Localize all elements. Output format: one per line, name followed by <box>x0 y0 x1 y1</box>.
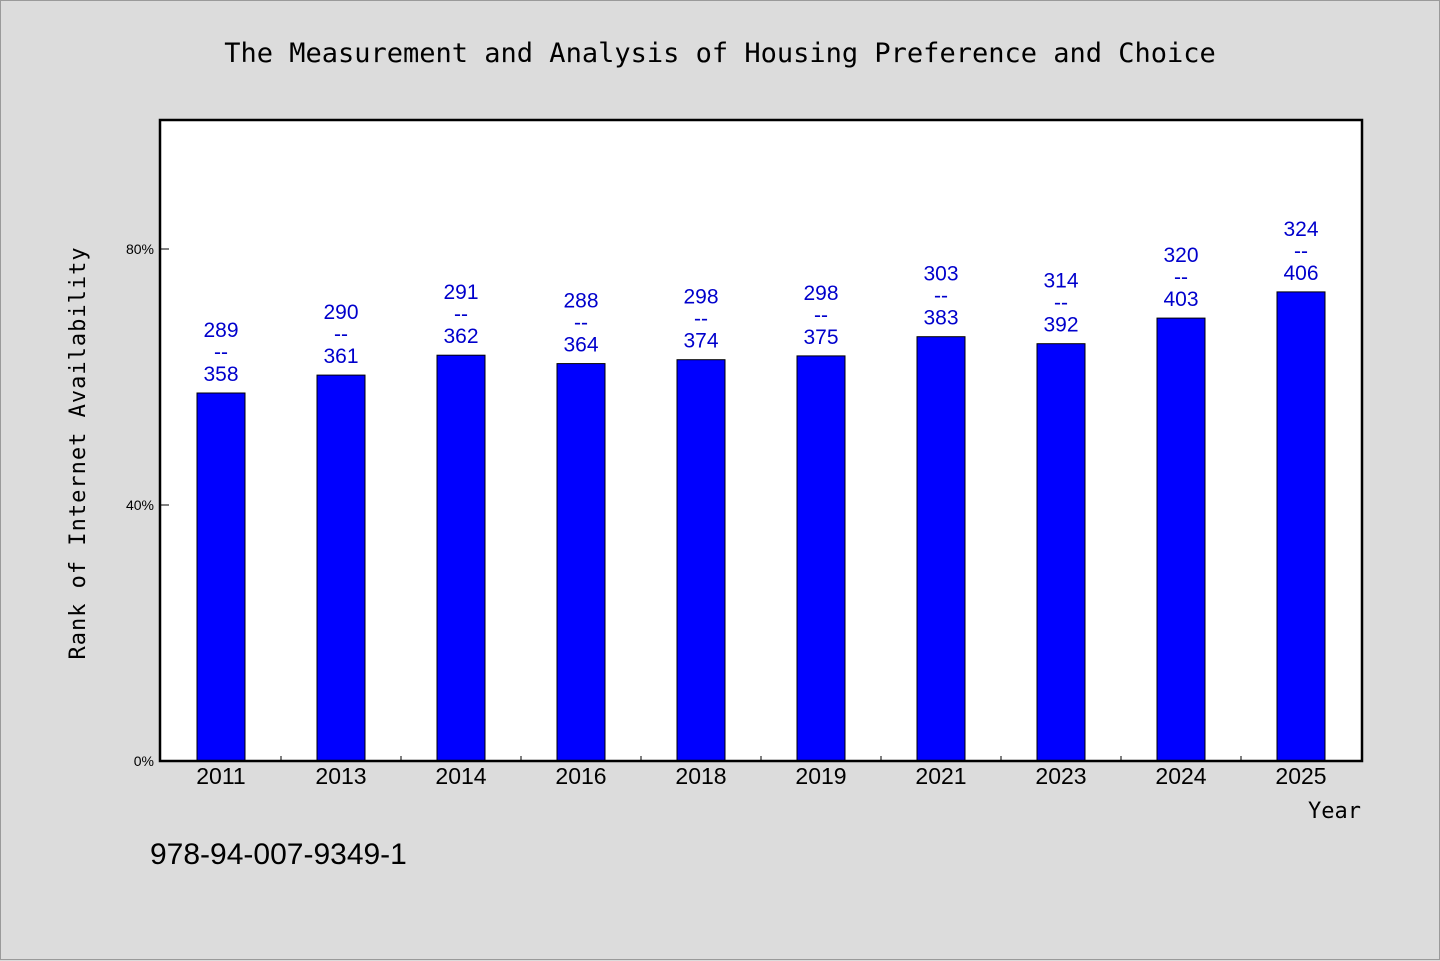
data-label-line: 383 <box>923 307 958 330</box>
bar-2025 <box>1276 291 1326 762</box>
data-label-line: -- <box>454 303 468 326</box>
data-label-line: 362 <box>443 325 478 348</box>
data-label-line: 392 <box>1043 314 1078 337</box>
data-label-line: 364 <box>563 334 598 357</box>
data-label-line: 291 <box>443 281 478 304</box>
data-label-line: 406 <box>1283 262 1318 285</box>
bar-2021 <box>916 336 966 762</box>
data-label-line: -- <box>1174 266 1188 289</box>
data-label-line: 289 <box>203 319 238 342</box>
bar-2016 <box>556 363 606 762</box>
data-label-line: 320 <box>1163 244 1198 267</box>
x-tick-label-2014: 2014 <box>435 763 486 789</box>
bar-2023 <box>1036 343 1086 762</box>
y-axis: 0% 40% 80% <box>126 241 169 769</box>
data-label-line: 298 <box>683 286 718 309</box>
data-label-line: 303 <box>923 263 958 286</box>
data-label-2019: 298 --375 <box>803 282 838 349</box>
data-label-2024: 320 --403 <box>1163 244 1198 311</box>
data-label-2018: 298 --374 <box>683 286 718 353</box>
x-tick-label-2024: 2024 <box>1155 763 1206 789</box>
data-label-line: 403 <box>1163 288 1198 311</box>
x-tick-label-2019: 2019 <box>795 763 846 789</box>
data-label-line: 361 <box>323 345 358 368</box>
data-label-line: 374 <box>683 330 718 353</box>
data-label-2011: 289 --358 <box>203 319 238 386</box>
data-label-2023: 314 --392 <box>1043 270 1078 337</box>
data-label-2013: 290 --361 <box>323 301 358 368</box>
x-tick-label-2016: 2016 <box>555 763 606 789</box>
data-label-line: 290 <box>323 301 358 324</box>
bar-2013 <box>316 374 366 762</box>
data-label-line: 314 <box>1043 270 1078 293</box>
x-axis: 2011 2013 2014 2016 2018 2019 2021 2023 2024 2025 <box>196 756 1327 789</box>
bar-2011 <box>196 392 246 762</box>
data-label-line: -- <box>214 341 228 364</box>
data-label-line: 324 <box>1283 218 1318 241</box>
bar-2019 <box>796 355 846 762</box>
data-label-line: -- <box>694 308 708 331</box>
data-label-line: -- <box>574 312 588 335</box>
data-label-line: -- <box>1054 292 1068 315</box>
data-label-line: 288 <box>563 290 598 313</box>
isbn-label: 978-94-007-9349-1 <box>150 838 407 871</box>
data-label-line: 358 <box>203 363 238 386</box>
data-label-line: 298 <box>803 282 838 305</box>
data-label-2021: 303 --383 <box>923 263 958 330</box>
x-tick-label-2018: 2018 <box>675 763 726 789</box>
data-label-2014: 291 --362 <box>443 281 478 348</box>
y-tick-label-80: 80% <box>126 241 154 257</box>
data-label-line: -- <box>334 323 348 346</box>
y-tick-label-0: 0% <box>134 753 154 769</box>
data-label-line: -- <box>814 304 828 327</box>
y-axis-label: Rank of Internet Availability <box>66 246 91 659</box>
bar-2024 <box>1156 317 1206 762</box>
data-label-line: 375 <box>803 326 838 349</box>
x-tick-label-2025: 2025 <box>1275 763 1326 789</box>
x-axis-label: Year <box>1308 799 1361 824</box>
bar-2014 <box>436 354 486 762</box>
x-tick-label-2021: 2021 <box>915 763 966 789</box>
data-label-line: -- <box>934 285 948 308</box>
y-tick-label-40: 40% <box>126 497 154 513</box>
data-label-2025: 324 --406 <box>1283 218 1318 285</box>
chart-title: The Measurement and Analysis of Housing … <box>224 38 1216 69</box>
x-tick-label-2013: 2013 <box>315 763 366 789</box>
data-label-2016: 288 --364 <box>563 290 598 357</box>
bar-2018 <box>676 359 726 762</box>
data-label-line: -- <box>1294 240 1308 263</box>
bar-group <box>196 291 1326 762</box>
x-tick-label-2011: 2011 <box>196 763 245 789</box>
x-tick-label-2023: 2023 <box>1035 763 1086 789</box>
